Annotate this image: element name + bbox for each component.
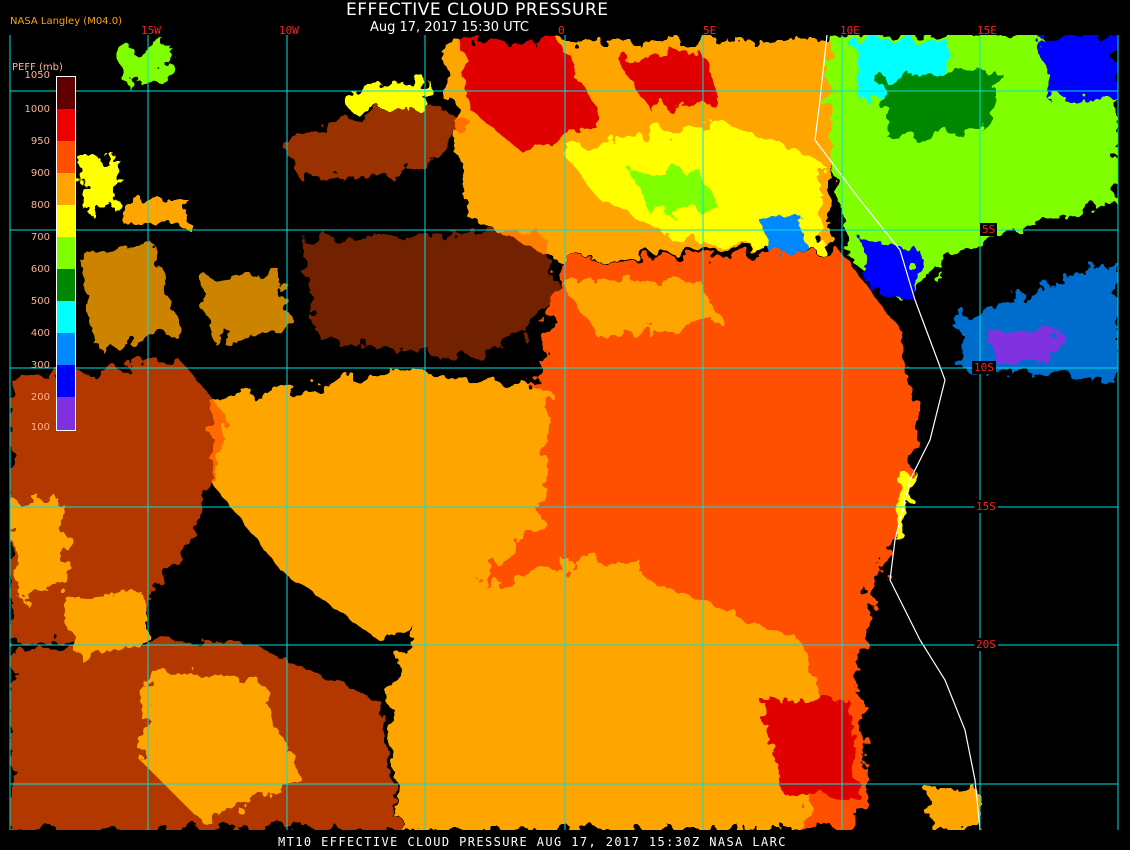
legend-title: PEFF (mb) xyxy=(12,62,63,73)
lon-label-10e: 10E xyxy=(840,24,860,37)
legend-tick: 800 xyxy=(30,200,50,211)
lat-label-5s: 5S xyxy=(980,223,998,236)
legend-swatch-400-500 xyxy=(57,301,75,333)
footer-caption: MT10 EFFECTIVE CLOUD PRESSURE AUG 17, 20… xyxy=(278,835,787,849)
legend-swatch-500-600 xyxy=(57,269,75,301)
legend-tick: 950 xyxy=(30,136,50,147)
lon-label-0: 0 xyxy=(558,24,565,37)
lon-label-15e: 15E xyxy=(977,24,997,37)
lon-label-10w: 10W xyxy=(279,24,299,37)
legend-tick: 1050 xyxy=(24,70,50,81)
legend-swatch-950-1000 xyxy=(57,109,75,141)
legend-swatch-900-950 xyxy=(57,141,75,173)
legend-tick: 300 xyxy=(30,360,50,371)
legend-tick: 1000 xyxy=(24,104,50,115)
legend-swatch-600-700 xyxy=(57,237,75,269)
lat-label-10s: 10S xyxy=(972,361,996,374)
legend-tick: 100 xyxy=(30,422,50,433)
lon-label-5e: 5E xyxy=(703,24,717,37)
legend-tick: 200 xyxy=(30,392,50,403)
cloud-field xyxy=(10,35,1118,830)
legend-swatch-1000-1050 xyxy=(57,77,75,109)
legend-swatch-100-200 xyxy=(57,397,75,430)
legend-tick: 400 xyxy=(30,328,50,339)
source-label: NASA Langley (M04.0) xyxy=(10,16,122,27)
map-timestamp: Aug 17, 2017 15:30 UTC xyxy=(370,20,529,35)
legend-tick: 700 xyxy=(30,232,50,243)
lat-label-15s: 15S xyxy=(974,500,998,513)
legend-tick: 900 xyxy=(30,168,50,179)
lat-label-20s: 20S xyxy=(974,638,998,651)
coastline xyxy=(814,34,981,831)
legend-tick: 600 xyxy=(30,264,50,275)
legend-swatch-200-300 xyxy=(57,365,75,397)
lat-lon-grid xyxy=(9,35,1119,830)
map-title: EFFECTIVE CLOUD PRESSURE xyxy=(346,0,609,20)
lon-label-15w: 15W xyxy=(141,24,161,37)
color-legend-bar xyxy=(56,76,76,431)
legend-swatch-300-400 xyxy=(57,333,75,365)
legend-swatch-700-800 xyxy=(57,205,75,237)
legend-tick: 500 xyxy=(30,296,50,307)
legend-swatch-800-900 xyxy=(57,173,75,205)
